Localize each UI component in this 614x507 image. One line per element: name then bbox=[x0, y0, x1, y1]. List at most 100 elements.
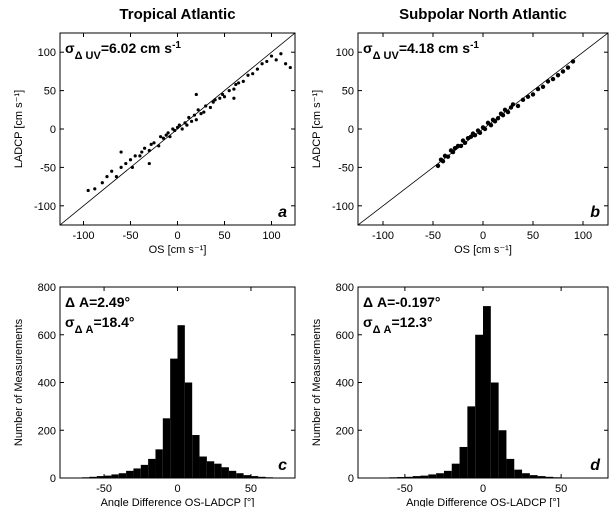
point bbox=[284, 62, 288, 66]
x-axis-label: OS [cm s⁻¹] bbox=[454, 244, 512, 256]
bar bbox=[490, 382, 499, 478]
bar bbox=[498, 430, 507, 478]
bar bbox=[192, 435, 200, 478]
point bbox=[274, 58, 278, 62]
point bbox=[500, 112, 506, 118]
point bbox=[143, 146, 147, 150]
point bbox=[505, 109, 511, 115]
y-tick-label: -100 bbox=[34, 201, 56, 213]
annotation-part: σ bbox=[65, 40, 75, 56]
point bbox=[540, 84, 546, 89]
point bbox=[237, 81, 241, 85]
annotation-part: Δ A bbox=[373, 324, 392, 336]
x-tick-label: -100 bbox=[72, 230, 94, 242]
point bbox=[185, 123, 189, 127]
annotation-part: =6.02 cm s bbox=[101, 40, 172, 56]
bar bbox=[436, 473, 444, 478]
point bbox=[138, 154, 142, 158]
x-tick-label: 50 bbox=[527, 230, 539, 242]
point bbox=[246, 73, 250, 77]
bar bbox=[545, 476, 554, 478]
annotation: Δ A=-0.197° bbox=[363, 294, 441, 310]
point bbox=[213, 98, 217, 102]
bar bbox=[133, 468, 141, 478]
point bbox=[550, 76, 556, 82]
annotation: σΔ UV=4.18 cm s-1 bbox=[363, 40, 479, 63]
annotation-part: Δ UV bbox=[373, 50, 400, 62]
bar bbox=[529, 475, 538, 478]
point bbox=[192, 113, 197, 117]
annotation: Δ A=2.49° bbox=[65, 294, 130, 310]
panel-label: c bbox=[278, 457, 287, 474]
axes-box bbox=[357, 286, 609, 479]
point bbox=[133, 154, 137, 158]
x-axis-label: OS [cm s⁻¹] bbox=[149, 244, 207, 256]
bar bbox=[89, 476, 97, 478]
y-tick-label: 50 bbox=[342, 86, 354, 98]
y-tick-label: 0 bbox=[348, 473, 354, 485]
bar bbox=[155, 449, 163, 478]
point bbox=[232, 96, 236, 100]
panel-label: a bbox=[278, 204, 287, 221]
point bbox=[180, 127, 184, 131]
x-tick-label: 0 bbox=[480, 230, 486, 242]
point bbox=[208, 105, 212, 110]
y-tick-label: 0 bbox=[50, 124, 56, 136]
point bbox=[161, 136, 165, 140]
y-tick-label: 400 bbox=[38, 378, 56, 390]
x-tick-label: -50 bbox=[96, 483, 112, 495]
x-tick-label: 100 bbox=[262, 230, 280, 242]
bar bbox=[243, 475, 251, 478]
y-tick-label: 0 bbox=[50, 473, 56, 485]
point bbox=[560, 69, 566, 74]
panel-title: Subpolar North Atlantic bbox=[399, 6, 567, 23]
point bbox=[458, 143, 464, 149]
point bbox=[222, 95, 227, 99]
point bbox=[485, 120, 491, 126]
bar bbox=[420, 475, 429, 478]
x-tick-label: -100 bbox=[372, 230, 394, 242]
bar bbox=[250, 476, 259, 478]
x-axis-label: Angle Difference OS-LADCP [°] bbox=[406, 497, 560, 507]
x-tick-label: 50 bbox=[245, 483, 257, 495]
bar bbox=[199, 456, 207, 478]
point bbox=[234, 82, 238, 87]
point bbox=[147, 148, 151, 153]
point bbox=[570, 59, 576, 64]
bar bbox=[483, 306, 491, 478]
point bbox=[515, 103, 521, 109]
annotation-part: σ bbox=[363, 40, 373, 56]
y-axis-label: LADCP [cm s⁻¹] bbox=[311, 90, 323, 168]
bar bbox=[177, 325, 185, 478]
x-tick-label: 0 bbox=[174, 230, 180, 242]
bar bbox=[514, 469, 523, 478]
annotation: σΔ A=18.4° bbox=[65, 314, 135, 336]
x-tick-label: 50 bbox=[555, 483, 567, 495]
bar bbox=[148, 458, 156, 478]
axes-box bbox=[357, 32, 609, 226]
point bbox=[93, 187, 97, 191]
bar bbox=[506, 458, 515, 478]
bar bbox=[184, 382, 193, 478]
point bbox=[149, 142, 153, 146]
y-tick-label: 200 bbox=[336, 425, 354, 437]
plot-area bbox=[373, 306, 585, 478]
point bbox=[288, 65, 292, 70]
point bbox=[472, 132, 478, 138]
point bbox=[166, 131, 170, 135]
point bbox=[565, 65, 571, 70]
bar bbox=[428, 474, 437, 478]
x-tick-label: 0 bbox=[480, 483, 486, 495]
y-tick-label: -100 bbox=[332, 201, 354, 213]
x-axis-label: Angle Difference OS-LADCP [°] bbox=[101, 497, 255, 507]
bar bbox=[404, 476, 413, 478]
point bbox=[119, 165, 123, 169]
y-tick-label: 100 bbox=[336, 47, 354, 59]
point bbox=[124, 161, 128, 166]
x-tick-label: 50 bbox=[218, 230, 230, 242]
point bbox=[204, 104, 208, 108]
point bbox=[555, 73, 561, 78]
annotation-part: =4.18 cm s bbox=[399, 40, 470, 56]
bar bbox=[118, 473, 127, 478]
